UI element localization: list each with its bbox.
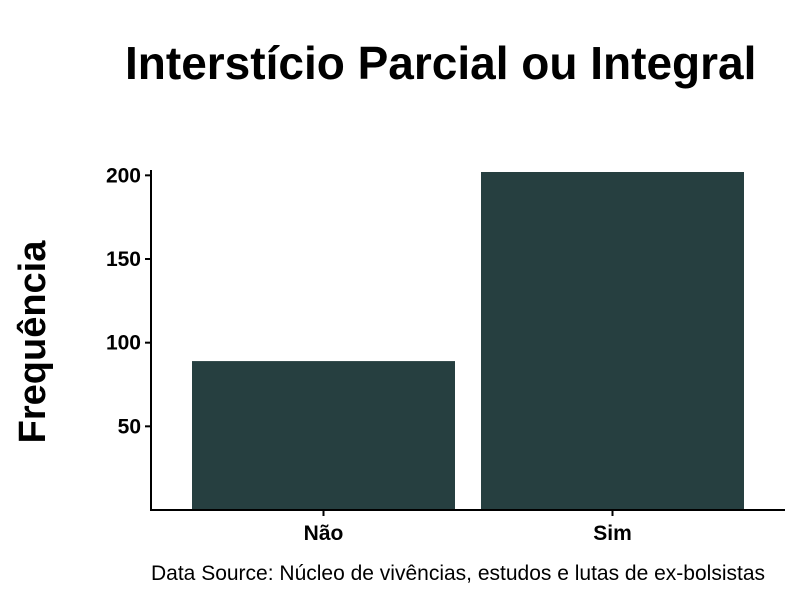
y-axis-label: Frequência <box>12 240 54 444</box>
y-tick-label-2: 100 <box>106 332 141 355</box>
y-axis-ticks: 50 100 150 200 <box>106 164 151 438</box>
x-axis-ticks: Não Sim <box>304 510 632 545</box>
y-tick-label-4: 200 <box>106 164 141 187</box>
y-tick-label-3: 150 <box>106 248 141 271</box>
x-tick-label-2: Sim <box>593 522 632 545</box>
bar-1 <box>192 361 455 510</box>
x-tick-label-1: Não <box>304 522 344 545</box>
chart-title: Interstício Parcial ou Integral <box>125 37 756 89</box>
y-tick-label-1: 50 <box>118 415 141 438</box>
bar-2 <box>481 172 744 510</box>
bars-group <box>192 172 744 510</box>
data-source-caption: Data Source: Núcleo de vivências, estudo… <box>151 562 765 585</box>
